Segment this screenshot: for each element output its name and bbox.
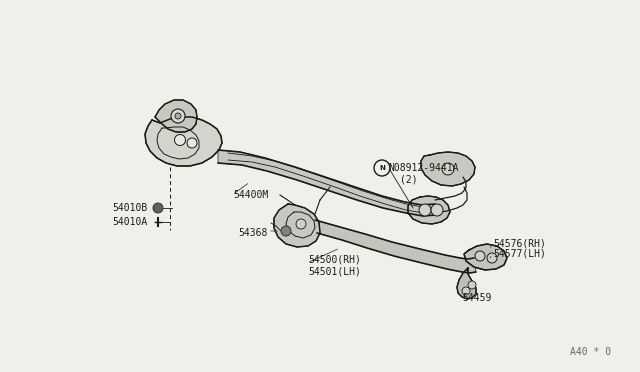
Circle shape (442, 163, 454, 175)
Polygon shape (274, 204, 320, 247)
Polygon shape (408, 196, 450, 224)
Text: 54500(RH): 54500(RH) (308, 255, 361, 265)
Text: 54400M: 54400M (233, 190, 268, 200)
Polygon shape (457, 268, 476, 299)
Circle shape (296, 219, 306, 229)
Polygon shape (464, 244, 507, 270)
Text: 54577(LH): 54577(LH) (493, 249, 546, 259)
Polygon shape (145, 117, 222, 166)
Text: 54010A: 54010A (113, 217, 148, 227)
Circle shape (419, 204, 431, 216)
Text: 54368: 54368 (239, 228, 268, 238)
Text: N: N (379, 165, 385, 171)
Circle shape (468, 281, 476, 289)
Circle shape (187, 138, 197, 148)
Circle shape (462, 287, 470, 295)
Text: 54459: 54459 (462, 293, 492, 303)
Polygon shape (155, 100, 197, 132)
Text: 54010B: 54010B (113, 203, 148, 213)
Circle shape (175, 113, 181, 119)
Circle shape (374, 160, 390, 176)
Circle shape (281, 226, 291, 236)
Circle shape (487, 253, 497, 263)
Text: (2): (2) (400, 174, 418, 184)
Polygon shape (421, 152, 475, 186)
Circle shape (171, 109, 185, 123)
Text: 54501(LH): 54501(LH) (308, 266, 361, 276)
Circle shape (431, 204, 443, 216)
Circle shape (175, 135, 186, 145)
Polygon shape (218, 150, 435, 216)
Polygon shape (315, 220, 476, 273)
Circle shape (153, 203, 163, 213)
Text: 54576(RH): 54576(RH) (493, 238, 546, 248)
Circle shape (475, 251, 485, 261)
Text: N08912-9441A: N08912-9441A (388, 163, 458, 173)
Text: A40 * 0: A40 * 0 (570, 347, 611, 357)
